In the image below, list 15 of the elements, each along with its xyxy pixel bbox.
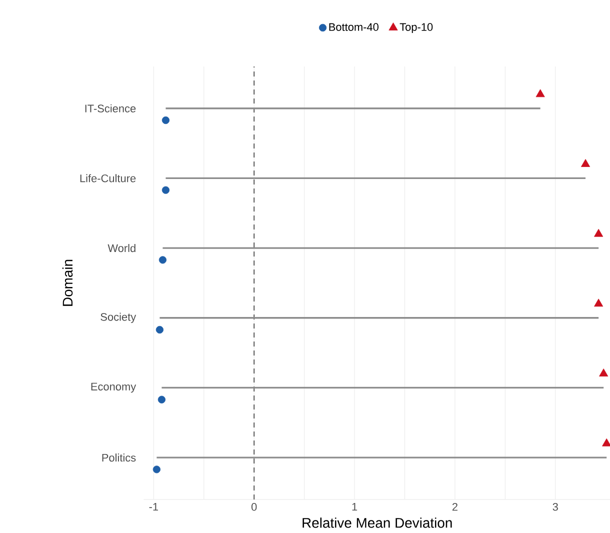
y-tick-label: Society: [100, 312, 136, 323]
y-tick-label: IT-Science: [85, 104, 136, 112]
x-tick-label: 3: [552, 502, 558, 511]
x-tick-label: -1: [149, 502, 158, 511]
x-tick-label: 1: [352, 502, 358, 511]
y-axis-title: Domain: [62, 260, 73, 306]
x-tick-label: 2: [452, 502, 458, 511]
x-axis-title: Relative Mean Deviation: [302, 518, 452, 528]
x-tick-label: 0: [251, 502, 257, 511]
y-tick-label: World: [108, 244, 136, 252]
y-tick-label: Politics: [102, 454, 136, 462]
y-tick-label: Economy: [91, 382, 136, 393]
legend-label: Bottom-40: [329, 23, 378, 31]
y-tick-label: Life-Culture: [80, 174, 136, 182]
legend-label: Top-10: [400, 23, 433, 34]
